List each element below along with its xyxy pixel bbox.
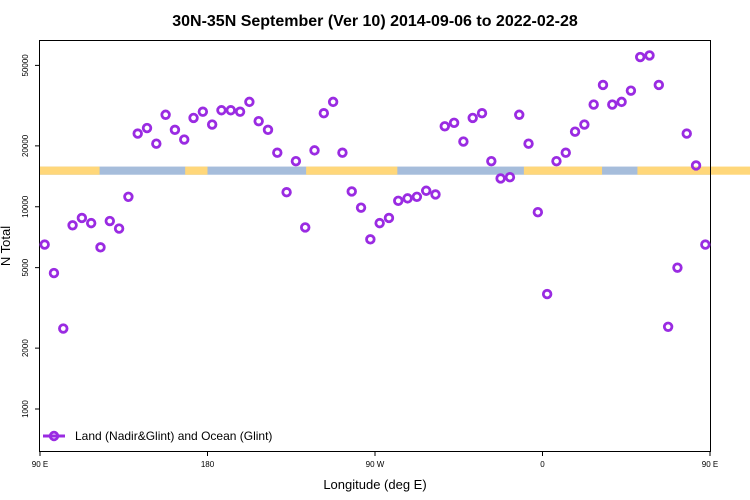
data-point [179, 134, 190, 145]
data-point [476, 108, 488, 119]
data-point [67, 220, 78, 231]
data-points [39, 50, 711, 334]
data-point [113, 223, 125, 234]
data-point [206, 119, 218, 130]
y-tick-label: 5000 [21, 258, 30, 276]
data-point [393, 195, 404, 207]
legend-marker [48, 430, 60, 442]
data-point [225, 105, 236, 116]
land-segment [637, 166, 750, 175]
data-point [700, 239, 711, 250]
y-tick-label: 10000 [21, 195, 30, 218]
data-point [439, 121, 450, 132]
data-point [132, 128, 143, 139]
data-point [197, 106, 209, 117]
land-segment [523, 166, 603, 175]
land-segment [306, 166, 398, 175]
y-tick-label: 20000 [21, 134, 30, 157]
x-tick-label: 90 W [366, 460, 385, 469]
data-point [579, 119, 590, 130]
data-point [653, 79, 665, 91]
data-point [607, 99, 618, 110]
data-point [532, 206, 544, 218]
data-point [681, 128, 692, 139]
data-point [39, 239, 50, 250]
data-point [588, 99, 599, 110]
data-point [309, 145, 320, 156]
x-axis: 90 E 180 90 W 0 90 E [32, 451, 718, 469]
data-point [430, 189, 441, 200]
data-point [569, 126, 581, 137]
x-tick-label: 90 E [702, 460, 718, 469]
data-point [504, 172, 516, 183]
data-point [169, 124, 181, 136]
data-point [514, 109, 525, 120]
legend: Land (Nadir&Glint) and Ocean (Glint) [43, 429, 272, 443]
land-segment [40, 166, 100, 175]
data-point [244, 96, 255, 108]
data-point [625, 85, 637, 96]
y-axis-label: N Total [0, 226, 13, 266]
data-point [541, 288, 553, 300]
data-point [272, 147, 283, 158]
data-point [188, 112, 199, 124]
x-axis-label: Longitude (deg E) [323, 477, 426, 492]
data-point [141, 122, 153, 134]
data-point [616, 96, 627, 108]
y-tick-label: 2000 [21, 339, 30, 357]
data-point [458, 136, 469, 147]
data-point [662, 321, 674, 332]
x-tick-label: 90 E [32, 460, 48, 469]
data-point [346, 186, 357, 197]
data-point [337, 147, 348, 158]
data-point [160, 109, 171, 120]
land-ocean-band [40, 166, 750, 175]
data-point [365, 234, 376, 245]
x-tick-label: 180 [201, 460, 215, 469]
data-point [281, 187, 292, 198]
data-point [523, 138, 534, 149]
data-point [123, 191, 134, 203]
data-point [467, 112, 478, 124]
data-point [486, 155, 497, 167]
y-tick-label: 50000 [21, 54, 30, 77]
data-point [411, 191, 423, 203]
data-point [551, 155, 562, 167]
data-point [374, 217, 385, 229]
data-point [262, 124, 274, 136]
y-axis: 1000 2000 5000 10000 20000 50000 [21, 54, 40, 418]
chart-title: 30N-35N September (Ver 10) 2014-09-06 to… [172, 13, 578, 30]
data-point [327, 96, 339, 108]
data-point [76, 212, 88, 224]
data-point [253, 115, 264, 127]
data-point [355, 202, 367, 213]
data-point [560, 147, 571, 158]
data-point [48, 267, 60, 279]
data-point [290, 155, 302, 167]
data-point [402, 193, 413, 204]
land-segment [185, 166, 208, 175]
data-point [672, 262, 683, 273]
data-point [635, 51, 646, 63]
data-point [300, 222, 311, 233]
data-point [690, 160, 702, 171]
data-point [597, 79, 609, 91]
data-point [216, 105, 227, 116]
x-tick-label: 0 [540, 460, 545, 469]
data-point [383, 212, 395, 224]
data-point [234, 106, 246, 117]
data-point [448, 117, 460, 129]
y-tick-label: 1000 [21, 400, 30, 418]
data-point [644, 50, 655, 61]
data-point [495, 173, 506, 184]
data-point [420, 185, 432, 196]
data-point [85, 217, 97, 229]
data-point [151, 138, 162, 149]
legend-label: Land (Nadir&Glint) and Ocean (Glint) [75, 429, 272, 443]
data-point [58, 323, 69, 334]
data-point [318, 108, 330, 119]
data-point [95, 242, 106, 253]
data-point [104, 215, 115, 227]
